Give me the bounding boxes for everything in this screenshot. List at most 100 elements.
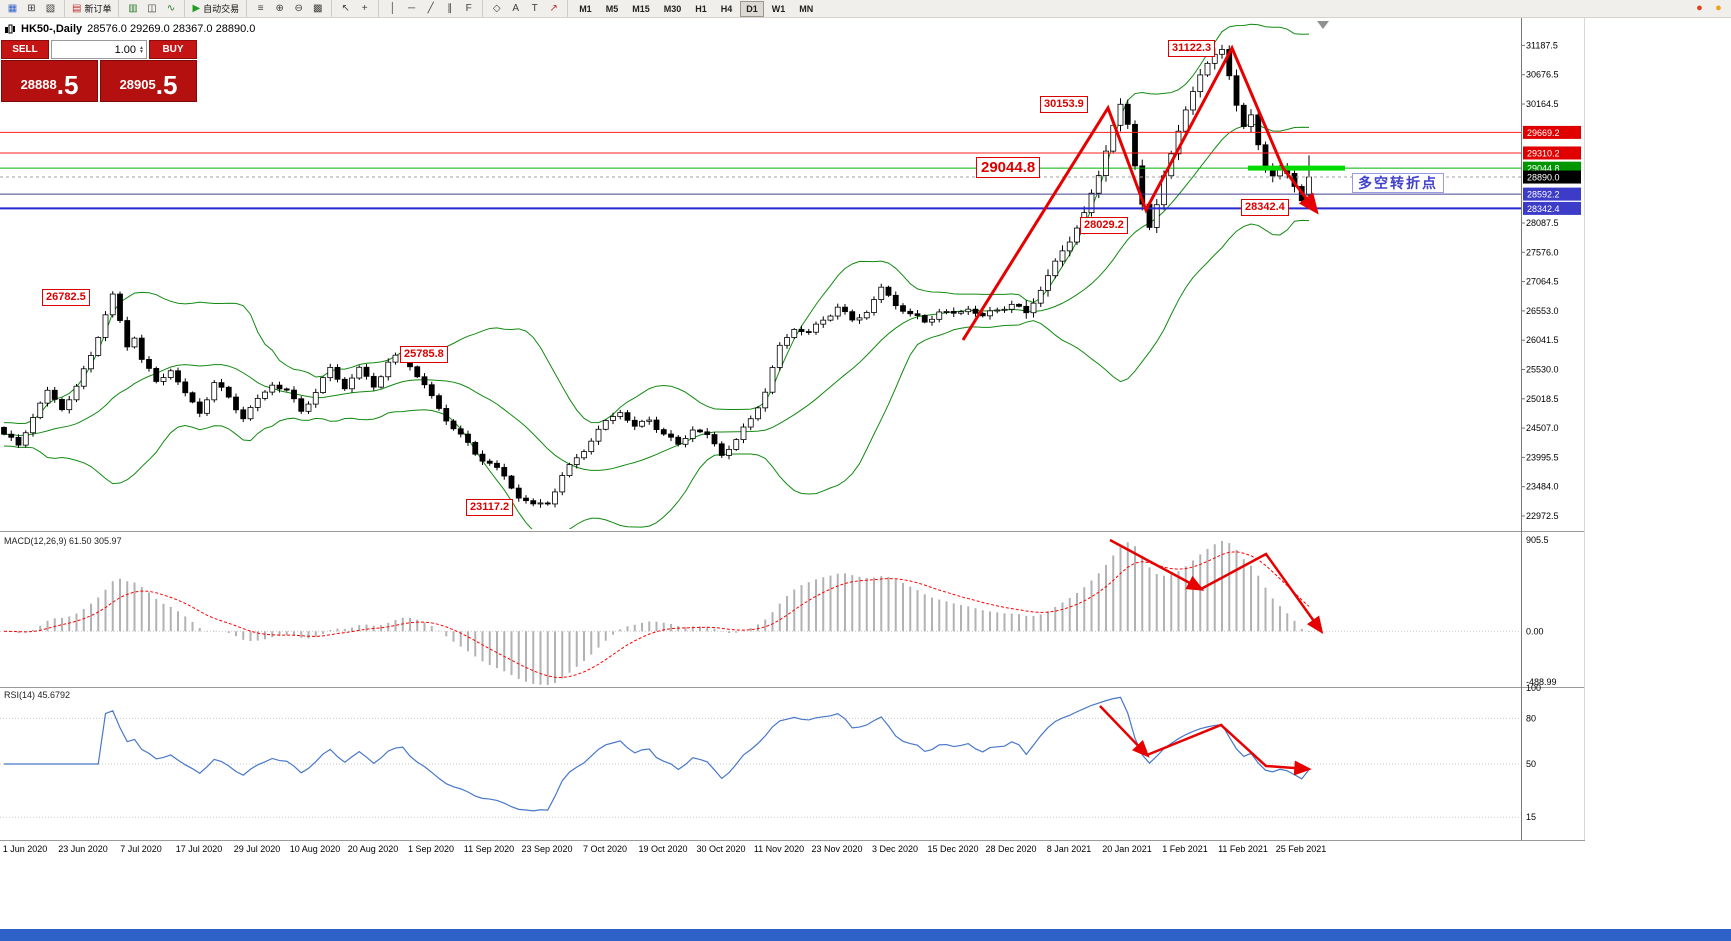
profiles-icon[interactable]: ▧ — [41, 1, 60, 17]
y-axis-label: 26041.5 — [1526, 335, 1559, 345]
rsi-axis-label: 100 — [1526, 683, 1541, 693]
chart-line-icon[interactable]: ∿ — [161, 1, 180, 17]
price-annotation[interactable]: 28342.4 — [1241, 199, 1289, 216]
timeframe-m5[interactable]: M5 — [605, 3, 619, 14]
trend-arrow[interactable] — [1146, 723, 1312, 776]
timeframe-m1[interactable]: M1 — [579, 3, 592, 14]
horizontal-line-icon[interactable]: ─ — [402, 1, 421, 17]
toolbar-group: ◇ A T ↗ — [482, 0, 563, 17]
tile-windows-icon[interactable]: ▩ — [308, 1, 327, 17]
trend-arrow[interactable] — [1200, 552, 1324, 635]
cursor-icon[interactable]: ↖ — [336, 1, 355, 17]
x-axis-label: 19 Oct 2020 — [638, 844, 687, 854]
turning-point-label[interactable]: 多空转折点 — [1352, 173, 1444, 193]
trend-arrow[interactable] — [1099, 705, 1150, 758]
price-annotation[interactable]: 26782.5 — [42, 289, 90, 306]
autotrading-button[interactable]: ▶ 自动交易 — [189, 1, 242, 17]
trend-arrow[interactable] — [1109, 538, 1205, 591]
macd-header: MACD(12,26,9) 61.50 305.97 — [4, 536, 122, 546]
alert-badge-icon[interactable]: ● — [1690, 1, 1709, 17]
channel-icon[interactable]: ∥ — [440, 1, 459, 17]
timeframe-d1[interactable]: D1 — [740, 0, 764, 17]
volume-value: 1.00 — [114, 43, 137, 56]
zoom-out-icon[interactable]: ⊖ — [289, 1, 308, 17]
ohlc-values: 28576.0 29269.0 28367.0 28890.0 — [87, 23, 256, 35]
price-annotation[interactable]: 25785.8 — [400, 346, 448, 363]
vertical-line-icon[interactable]: │ — [383, 1, 402, 17]
status-bar — [0, 929, 1731, 941]
price-annotation[interactable]: 28029.2 — [1080, 217, 1128, 234]
x-axis-label: 20 Jan 2021 — [1102, 844, 1152, 854]
rsi-line — [4, 696, 1310, 812]
price-annotation[interactable]: 29044.8 — [976, 157, 1041, 178]
arrow-tool-icon[interactable]: ↗ — [544, 1, 563, 17]
crosshair-icon[interactable]: + — [355, 1, 374, 17]
app-menu-icon: ▦ — [7, 2, 18, 14]
tile-windows-icon: ▩ — [312, 2, 323, 14]
x-axis-label: 20 Aug 2020 — [348, 844, 399, 854]
chart-candles-icon[interactable]: ◫ — [142, 1, 161, 17]
y-axis-label: 25530.0 — [1526, 365, 1559, 375]
rsi-axis-label: 15 — [1526, 812, 1536, 822]
timeframe-h1[interactable]: H1 — [695, 3, 707, 14]
fibonacci-icon[interactable]: F — [459, 1, 478, 17]
price-annotation[interactable]: 23117.2 — [466, 499, 514, 516]
spin-down-icon[interactable]: ▼ — [139, 48, 144, 55]
trend-arrow[interactable] — [961, 44, 1319, 341]
x-axis-label: 1 Jun 2020 — [3, 844, 48, 854]
trendline-icon[interactable]: ╱ — [421, 1, 440, 17]
label-icon[interactable]: T — [525, 1, 544, 17]
x-axis-label: 7 Oct 2020 — [583, 844, 627, 854]
price-badge-text: 29310.2 — [1527, 148, 1560, 158]
timeframe-w1[interactable]: W1 — [771, 3, 786, 14]
cursor-icon: ↖ — [341, 2, 350, 14]
new-order-button-label: 新订单 — [84, 4, 112, 14]
symbol-period-label: HK50-,Daily — [21, 23, 83, 35]
crosshair-icon: + — [361, 2, 368, 14]
sell-price-button[interactable]: 28888.5 — [1, 60, 98, 102]
vertical-line-icon: │ — [389, 2, 396, 14]
chart-bars-icon: ▥ — [128, 2, 138, 14]
x-axis-label: 23 Nov 2020 — [811, 844, 862, 854]
toolbar-group: ↖ + — [331, 0, 374, 17]
x-axis-label: 23 Jun 2020 — [58, 844, 108, 854]
price-annotation[interactable]: 31122.3 — [1168, 40, 1216, 57]
timeframe-mn[interactable]: MN — [799, 3, 814, 14]
price-annotation[interactable]: 30153.9 — [1040, 96, 1088, 113]
zoom-in-icon[interactable]: ⊕ — [270, 1, 289, 17]
x-axis-label: 11 Nov 2020 — [754, 844, 804, 854]
timeframe-m15[interactable]: M15 — [632, 3, 650, 14]
x-axis-label: 7 Jul 2020 — [120, 844, 162, 854]
promo-badge-icon[interactable]: ● — [1709, 1, 1728, 17]
sell-button[interactable]: SELL — [1, 40, 49, 59]
bollinger-lower — [3, 219, 1310, 529]
timeframe-h4[interactable]: H4 — [720, 3, 733, 14]
zoom-out-icon: ⊖ — [294, 2, 303, 14]
new-order-button[interactable]: ▤ 新订单 — [69, 1, 114, 17]
text-icon[interactable]: A — [506, 1, 525, 17]
arrow-tool-icon: ↗ — [549, 2, 558, 14]
chart-canvas[interactable]: 31187.5 30676.5 30164.5 28087.5 27576.0 27064… — [0, 18, 1731, 929]
spin-up-icon[interactable]: ▲ — [139, 44, 144, 51]
chart-bars-icon[interactable]: ▥ — [123, 1, 142, 17]
channel-icon: ∥ — [447, 2, 453, 14]
price-badge-text: 29044.8 — [1527, 164, 1560, 174]
horizontal-line-icon: ─ — [408, 2, 416, 14]
buy-price-button[interactable]: 28905.5 — [100, 60, 197, 102]
y-axis-label: 30164.5 — [1526, 99, 1559, 109]
buy-button[interactable]: BUY — [149, 40, 197, 59]
volume-input[interactable]: 1.00 ▲ ▼ — [51, 40, 147, 59]
price-badge-text: 29669.2 — [1527, 128, 1560, 138]
app-menu-icon[interactable]: ▦ — [3, 1, 22, 17]
x-axis-label: 11 Feb 2021 — [1218, 844, 1268, 854]
chart-shift-marker[interactable] — [1317, 21, 1329, 29]
shapes-icon: ◇ — [492, 2, 501, 14]
timeframe-m30[interactable]: M30 — [663, 3, 682, 14]
promo-badge-icon: ● — [1715, 2, 1722, 14]
y-axis-label: 27064.5 — [1526, 277, 1559, 287]
new-chart-icon[interactable]: ⊞ — [22, 1, 41, 17]
autotrading-button-label: 自动交易 — [203, 4, 240, 14]
shapes-icon[interactable]: ◇ — [487, 1, 506, 17]
indicators-icon[interactable]: ≡ — [251, 1, 270, 17]
volume-spinner[interactable]: ▲ ▼ — [139, 44, 144, 55]
